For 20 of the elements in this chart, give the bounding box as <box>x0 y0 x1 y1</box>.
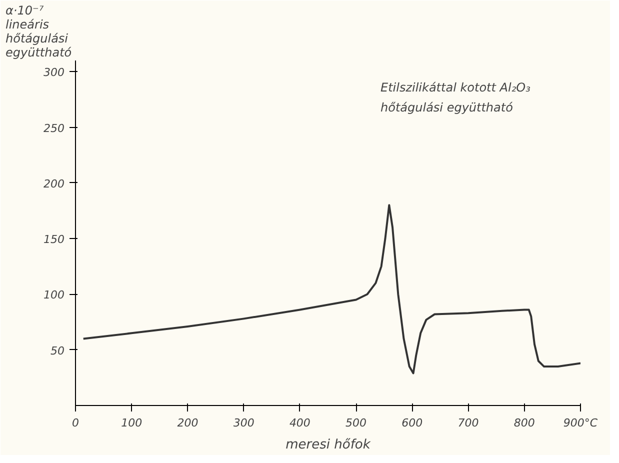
x-tick-label: 600 <box>402 416 423 430</box>
x-tick-label: 0 <box>72 416 79 430</box>
y-tick-label: 300 <box>44 66 65 80</box>
x-tick-label: 700 <box>458 416 479 430</box>
y-tick-label: 100 <box>44 288 65 302</box>
x-tick-label: 100 <box>121 416 142 430</box>
y-tick-label: 250 <box>44 122 65 135</box>
text: Etilszilikáttal kotott Al₂O₃ hőtágulási együttható <box>380 80 531 114</box>
x-tick-label: 900°C <box>563 416 598 430</box>
x-tick-label: 500 <box>346 416 367 430</box>
x-tick-label: 300 <box>233 416 254 430</box>
y-axis-title: α·10⁻⁷ lineáris hőtágulási együttható <box>6 4 72 60</box>
y-tick-label: 150 <box>44 233 65 246</box>
y-tick-label: 200 <box>44 177 65 190</box>
line-series <box>82 204 580 374</box>
x-tick-label: 800 <box>514 416 535 430</box>
x-tick-label: 200 <box>177 416 198 430</box>
x-axis-title: meresi hőfok <box>286 438 371 452</box>
x-tick-label: 400 <box>289 416 310 430</box>
y-tick-label: 50 <box>50 344 65 358</box>
